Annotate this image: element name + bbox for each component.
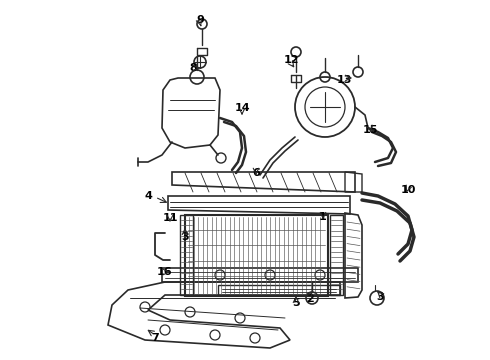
Text: 12: 12 <box>283 55 299 65</box>
Text: 4: 4 <box>144 191 152 201</box>
Text: 6: 6 <box>252 168 260 178</box>
Text: 1: 1 <box>319 212 327 222</box>
Text: 15: 15 <box>362 125 378 135</box>
Text: 7: 7 <box>151 333 159 343</box>
Text: 13: 13 <box>336 75 352 85</box>
Text: 2: 2 <box>306 294 314 304</box>
Text: 9: 9 <box>196 15 204 25</box>
Text: 14: 14 <box>234 103 250 113</box>
Text: 5: 5 <box>292 298 300 308</box>
Text: 10: 10 <box>400 185 416 195</box>
Text: 8: 8 <box>189 63 197 73</box>
Text: 16: 16 <box>156 267 172 277</box>
Text: 3: 3 <box>376 292 384 302</box>
Text: 3: 3 <box>181 232 189 242</box>
Text: 11: 11 <box>162 213 178 223</box>
